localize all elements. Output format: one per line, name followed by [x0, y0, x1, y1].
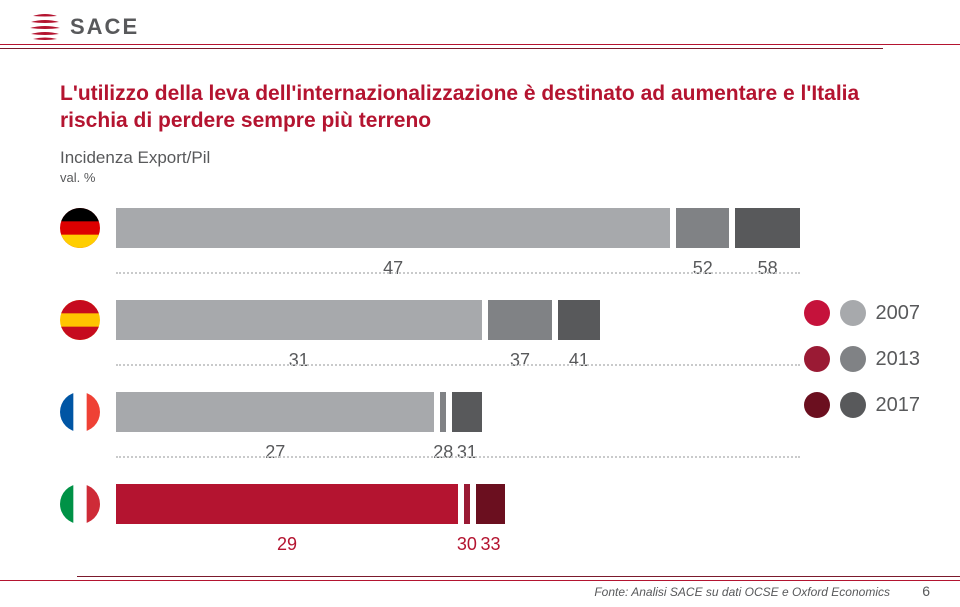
slide-title: L'utilizzo della leva dell'internazional… [60, 80, 900, 135]
flag-spain-icon [60, 300, 100, 340]
legend-year: 2007 [876, 302, 921, 325]
bar-segment [488, 300, 553, 340]
bar-value-label: 27 [265, 442, 285, 463]
bar-segment [452, 392, 481, 432]
bar-value-label: 29 [277, 534, 297, 555]
legend-item-2007: 2007 [804, 300, 921, 326]
chart-row-france: 272831 [60, 384, 800, 440]
legend: 2007 2013 2017 [804, 300, 921, 438]
header-line-1 [0, 44, 960, 45]
legend-dot-icon [840, 300, 866, 326]
bar-value-label: 31 [457, 442, 477, 463]
brand-logo: SACE [30, 14, 139, 40]
bar-segment [464, 484, 470, 524]
legend-dot-icon [804, 346, 830, 372]
bar-segment [676, 208, 729, 248]
chart-row-spain: 313741 [60, 292, 800, 348]
bar-value-label: 30 [457, 534, 477, 555]
row-divider [116, 456, 800, 458]
bar-segment [116, 300, 482, 340]
chart-subtitle: Incidenza Export/Pil [60, 148, 210, 168]
bar-value-label: 31 [289, 350, 309, 371]
bar-segment [558, 300, 599, 340]
legend-dot-icon [840, 346, 866, 372]
slide: { "brand": { "name": "SACE", "logo_color… [0, 0, 960, 607]
bar-value-label: 28 [433, 442, 453, 463]
bar-value-label: 47 [383, 258, 403, 279]
chart-row-italy: 293033 [60, 476, 800, 532]
bar-chart: 475258313741272831293033 [60, 200, 800, 568]
bar-value-label: 33 [480, 534, 500, 555]
legend-item-2013: 2013 [804, 346, 921, 372]
bar-segment [440, 392, 446, 432]
bar-segment [476, 484, 505, 524]
flag-germany-icon [60, 208, 100, 248]
bar-segment [116, 392, 434, 432]
brand-name: SACE [70, 14, 139, 40]
footer-line-2 [0, 580, 960, 581]
header-divider [0, 44, 960, 49]
bar-value-label: 41 [569, 350, 589, 371]
flag-italy-icon [60, 484, 100, 524]
row-divider [116, 272, 800, 274]
chart-unit: val. % [60, 170, 95, 185]
bar-value-label: 58 [758, 258, 778, 279]
row-divider [116, 364, 800, 366]
legend-dot-icon [840, 392, 866, 418]
bar-value-label: 52 [693, 258, 713, 279]
bar-segment [116, 208, 670, 248]
bar-segment [116, 484, 458, 524]
footer-line-1 [77, 576, 960, 577]
legend-dot-icon [804, 300, 830, 326]
legend-year: 2017 [876, 394, 921, 417]
source-citation: Fonte: Analisi SACE su dati OCSE e Oxfor… [594, 585, 890, 599]
bar-segment [735, 208, 800, 248]
flag-france-icon [60, 392, 100, 432]
chart-row-germany: 475258 [60, 200, 800, 256]
legend-year: 2013 [876, 348, 921, 371]
bar-value-label: 37 [510, 350, 530, 371]
legend-dot-icon [804, 392, 830, 418]
legend-item-2017: 2017 [804, 392, 921, 418]
header-line-2 [0, 48, 883, 49]
footer-divider [0, 576, 960, 581]
brand-mark-icon [30, 14, 60, 40]
page-number: 6 [922, 583, 930, 599]
